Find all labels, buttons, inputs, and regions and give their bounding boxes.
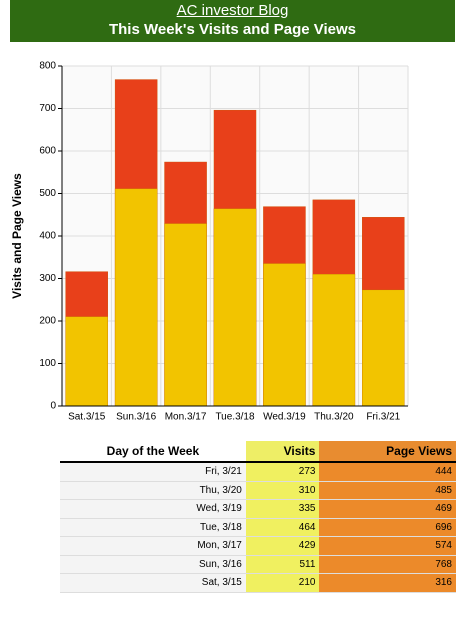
table-cell: 464: [245, 518, 320, 537]
table-row: Sun, 3/16 511 768: [60, 555, 456, 574]
y-tick-label: 100: [39, 358, 56, 369]
table-row: Wed, 3/19 335 469: [60, 499, 456, 519]
table-cell: 444: [319, 462, 456, 482]
table-cell: 335: [245, 499, 320, 519]
chart: Visits and Page Views 0 100 200 300 400 500 60…: [10, 61, 409, 423]
y-tick-label: 600: [39, 146, 56, 157]
column-header: Page Views: [319, 441, 456, 463]
x-tick-label: Thu.3/20: [314, 412, 354, 423]
header: AC investor Blog This Week's Visits and …: [10, 0, 455, 42]
bar-shade: [312, 274, 355, 406]
table-row: Mon, 3/17 429 574: [60, 536, 456, 556]
header-row: Day of the Week Visits Page Views: [60, 441, 456, 463]
x-tick-label: Fri.3/21: [366, 412, 400, 423]
data-table: Day of the Week Visits Page Views Fri, 3/21…: [60, 441, 456, 593]
y-tick-label: 200: [39, 316, 56, 327]
column-header: Day of the Week: [60, 441, 246, 463]
table-cell: 273: [245, 462, 320, 482]
table-row: Fri, 3/21 273 444: [60, 462, 456, 482]
table-cell: Wed, 3/19: [60, 499, 246, 519]
table-row: Tue, 3/18 464 696: [60, 518, 456, 537]
bar-shade: [115, 188, 158, 406]
column-header: Visits: [245, 441, 320, 463]
y-tick-label: 0: [50, 401, 56, 412]
table-cell: 485: [319, 481, 456, 500]
table-cell: 429: [245, 536, 320, 556]
y-axis-label: Visits and Page Views: [10, 173, 24, 299]
blog-link[interactable]: AC investor Blog: [176, 2, 289, 19]
bar-shade: [362, 289, 405, 406]
y-tick-label: 300: [39, 273, 56, 284]
y-tick-label: 800: [39, 61, 56, 72]
title: This Week's Visits and Page Views: [108, 21, 357, 38]
x-tick-label: Mon.3/17: [165, 412, 207, 423]
table-cell: Tue, 3/18: [60, 518, 246, 537]
table-cell: 210: [245, 573, 320, 593]
table-cell: Sat, 3/15: [60, 573, 246, 593]
table-cell: 316: [319, 573, 456, 593]
table-cell: 696: [319, 518, 456, 537]
x-tick-label: Wed.3/19: [263, 412, 306, 423]
table-cell: 511: [245, 555, 320, 574]
table-cell: Mon, 3/17: [60, 536, 246, 556]
y-tick-label: 700: [39, 103, 56, 114]
table-cell: Fri, 3/21: [60, 462, 246, 482]
bar-shade: [263, 263, 306, 406]
table-cell: 574: [319, 536, 456, 556]
x-tick-label: Sun.3/16: [116, 412, 156, 423]
x-tick-label: Sat.3/15: [68, 412, 106, 423]
table-cell: 768: [319, 555, 456, 574]
y-tick-label: 400: [39, 231, 56, 242]
bar-shade: [164, 223, 207, 406]
table-cell: Sun, 3/16: [60, 555, 246, 574]
table-row: Sat, 3/15 210 316: [60, 573, 456, 593]
table-cell: 469: [319, 499, 456, 519]
bar-shade: [65, 316, 108, 406]
table-row: Thu, 3/20 310 485: [60, 481, 456, 500]
bar-shade: [214, 208, 256, 406]
x-tick-label: Tue.3/18: [215, 412, 255, 423]
table-cell: 310: [245, 481, 320, 500]
y-tick-label: 500: [39, 188, 56, 199]
table-cell: Thu, 3/20: [60, 481, 246, 500]
